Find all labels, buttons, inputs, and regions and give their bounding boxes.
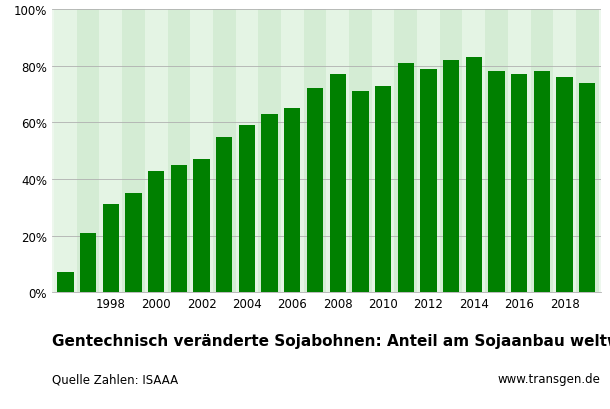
Bar — [216, 137, 232, 292]
Bar — [417, 10, 440, 292]
Bar — [349, 10, 371, 292]
Bar — [239, 126, 255, 292]
Bar — [304, 10, 326, 292]
Bar — [148, 171, 164, 292]
Bar — [125, 193, 142, 292]
Bar — [420, 70, 437, 292]
Bar — [534, 72, 550, 292]
Bar — [193, 160, 210, 292]
Bar — [508, 10, 531, 292]
Bar — [80, 233, 96, 292]
Bar — [395, 10, 417, 292]
Bar — [99, 10, 122, 292]
Bar — [398, 64, 414, 292]
Bar — [171, 165, 187, 292]
Bar — [122, 10, 145, 292]
Bar — [465, 58, 482, 292]
Text: Quelle Zahlen: ISAAA: Quelle Zahlen: ISAAA — [52, 372, 178, 385]
Bar — [576, 10, 598, 292]
Bar — [281, 10, 304, 292]
Bar — [440, 10, 462, 292]
Bar — [190, 10, 213, 292]
Bar — [258, 10, 281, 292]
Bar — [553, 10, 576, 292]
Bar — [262, 115, 278, 292]
Bar — [375, 86, 391, 292]
Bar — [213, 10, 235, 292]
Bar — [168, 10, 190, 292]
Bar — [77, 10, 99, 292]
Bar — [371, 10, 395, 292]
Bar — [57, 273, 74, 292]
Bar — [307, 89, 323, 292]
Bar — [145, 10, 168, 292]
Bar — [489, 72, 504, 292]
Bar — [352, 92, 368, 292]
Bar — [235, 10, 258, 292]
Bar — [102, 205, 119, 292]
Bar — [54, 10, 77, 292]
Bar — [443, 61, 459, 292]
Bar — [511, 75, 528, 292]
Text: Gentechnisch veränderte Sojabohnen: Anteil am Sojaanbau weltweit: Gentechnisch veränderte Sojabohnen: Ante… — [52, 333, 610, 348]
Text: www.transgen.de: www.transgen.de — [498, 372, 601, 385]
Bar — [485, 10, 508, 292]
Bar — [284, 109, 301, 292]
Bar — [329, 75, 346, 292]
Bar — [462, 10, 485, 292]
Bar — [579, 83, 595, 292]
Bar — [326, 10, 349, 292]
Bar — [556, 78, 573, 292]
Bar — [531, 10, 553, 292]
